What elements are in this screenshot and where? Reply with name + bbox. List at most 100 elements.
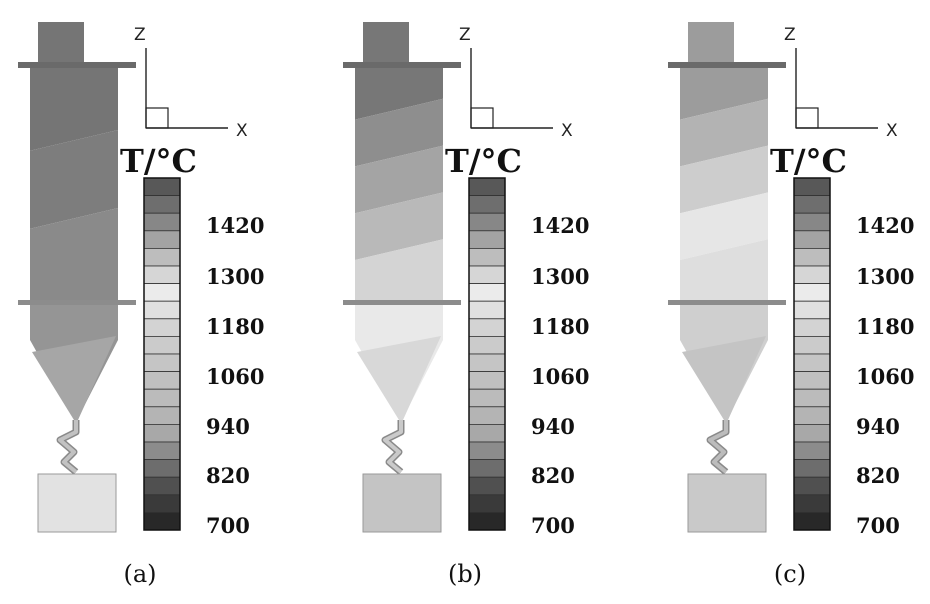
shaft-contour-band [355, 145, 443, 214]
reactor-chimney [688, 22, 734, 66]
colorbar-swatch [468, 459, 506, 478]
x-axis-label: X [886, 121, 898, 141]
colorbar-tick-label: 700 [531, 513, 575, 538]
colorbar-swatch [793, 441, 831, 461]
axis-plane-square [470, 107, 494, 129]
colorbar-swatch [143, 283, 181, 302]
colorbar-swatch [468, 494, 506, 513]
reactor-shape [668, 22, 786, 533]
outlet-pipe [383, 420, 403, 474]
colorbar-swatch [793, 494, 831, 513]
colorbar-tick-label: 1300 [531, 264, 589, 289]
cone-lower [32, 336, 116, 420]
colorbar-swatch [143, 459, 181, 478]
shaft-contour-band [355, 68, 443, 120]
colorbar-swatch [143, 371, 181, 390]
shaft-contour-band [30, 208, 118, 302]
colorbar-swatch [143, 494, 181, 513]
colorbar-tick-label: 820 [856, 463, 900, 488]
shaft-contour-band [680, 68, 768, 120]
panel-caption: (a) [123, 560, 156, 588]
colorbar-swatch [468, 247, 506, 267]
colorbar-tick-label: 1180 [531, 314, 589, 339]
colorbar-swatch [143, 388, 181, 408]
colorbar-swatch [468, 265, 506, 285]
colorbar-swatch [143, 318, 181, 337]
colorbar-tick-label: 1180 [206, 314, 264, 339]
shaft-contour-band [680, 145, 768, 214]
colorbar-swatch [468, 212, 506, 232]
shaft-contour-band [30, 130, 118, 229]
colorbar-frame [143, 177, 181, 531]
colorbar-swatch [468, 353, 506, 373]
colorbar-tick-label: 1420 [206, 213, 264, 238]
axis-triad: ZX [459, 25, 573, 141]
colorbar-swatch [793, 283, 831, 302]
colorbar-tick-label: 820 [206, 463, 250, 488]
colorbar-swatch [468, 300, 506, 320]
z-axis-label: Z [459, 25, 471, 45]
colorbar-swatch [793, 406, 831, 425]
colorbar-swatch [793, 212, 831, 232]
colorbar-tick-label: 940 [206, 414, 250, 439]
colorbar-swatch [143, 512, 181, 531]
z-axis-label: Z [784, 25, 796, 45]
axis-plane-square [795, 107, 819, 129]
colorbar-tick-label: 820 [531, 463, 575, 488]
colorbar-swatch [793, 371, 831, 390]
colorbar-swatch [468, 230, 506, 249]
colorbar-swatch [793, 512, 831, 531]
panel-caption: (c) [774, 560, 806, 588]
upper-flange [668, 62, 786, 68]
colorbar-tick-label: 1060 [206, 364, 264, 389]
colorbar-swatch [468, 318, 506, 337]
colorbar-swatch [143, 212, 181, 232]
colorbar-swatch [468, 476, 506, 496]
reactor-chimney [363, 22, 409, 66]
colorbar: T/°C 1420 1300 1180 1060 940 820 700 [120, 142, 264, 538]
colorbar-swatch [143, 247, 181, 267]
colorbar-swatch [143, 353, 181, 373]
colorbar-tick-label: 1300 [206, 264, 264, 289]
colorbar: T/°C 1420 1300 1180 1060 940 820 700 [770, 142, 914, 538]
axis-triad: ZX [784, 25, 898, 141]
colorbar-swatch [143, 476, 181, 496]
colorbar-swatch [468, 371, 506, 390]
x-axis-label: X [236, 121, 248, 141]
collection-box [362, 473, 442, 533]
colorbar-swatch [468, 335, 506, 355]
colorbar-frame [468, 177, 506, 531]
colorbar-tick-label: 1180 [856, 314, 914, 339]
colorbar-swatch [468, 423, 506, 443]
lower-flange [343, 300, 461, 305]
panel-caption: (b) [448, 560, 482, 588]
colorbar-swatch [468, 283, 506, 302]
colorbar-swatch [143, 265, 181, 285]
colorbar-swatch [143, 423, 181, 443]
colorbar-swatch [143, 177, 181, 197]
outlet-pipe [58, 420, 78, 474]
colorbar-swatch [793, 230, 831, 249]
colorbar-swatch [468, 512, 506, 531]
lower-flange [18, 300, 136, 305]
colorbar: T/°C 1420 1300 1180 1060 940 820 700 [445, 142, 589, 538]
upper-flange [343, 62, 461, 68]
reactor-shape [343, 22, 461, 533]
colorbar-swatch [793, 195, 831, 214]
colorbar-swatch [793, 300, 831, 320]
reactor-shape [18, 22, 136, 533]
colorbar-swatch [468, 406, 506, 425]
cone-lower [682, 336, 766, 420]
shaft-contour-band [355, 98, 443, 167]
colorbar-tick-label: 1420 [531, 213, 589, 238]
colorbar-tick-label: 940 [856, 414, 900, 439]
colorbar-tick-label: 1300 [856, 264, 914, 289]
colorbar-swatch [143, 406, 181, 425]
axis-plane-square [145, 107, 169, 129]
colorbar-swatch [143, 230, 181, 249]
colorbar-tick-label: 700 [856, 513, 900, 538]
colorbar-swatch [793, 177, 831, 197]
